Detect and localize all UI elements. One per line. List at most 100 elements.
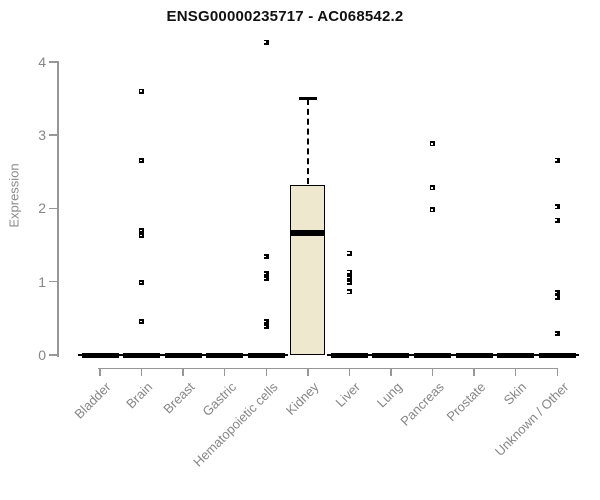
- upper-whisker: [306, 99, 309, 184]
- x-tick: [556, 368, 559, 376]
- y-tick-label: 2: [38, 200, 46, 217]
- y-tick: [49, 207, 57, 210]
- x-tick: [390, 368, 392, 376]
- outlier-point-notch: [347, 271, 350, 273]
- outlier-point-notch: [264, 325, 267, 328]
- outlier-point: [139, 227, 145, 233]
- outlier-point: [263, 39, 269, 45]
- outlier-point: [139, 318, 145, 324]
- outlier-point-notch: [555, 159, 558, 161]
- zero-box-median: [330, 352, 368, 358]
- outlier-point-notch: [264, 272, 267, 275]
- x-tick: [182, 368, 184, 376]
- outlier-point: [554, 204, 560, 210]
- outlier-point: [346, 250, 352, 256]
- x-tick-label: Skin: [501, 379, 530, 408]
- x-tick: [348, 368, 351, 376]
- outlier-point-notch: [139, 281, 142, 284]
- zero-box-median: [372, 352, 410, 358]
- outlier-point: [430, 207, 436, 213]
- outlier-point-notch: [555, 296, 558, 298]
- x-tick-label: Bladder: [71, 379, 114, 422]
- x-tick-label: Prostate: [443, 379, 489, 425]
- outlier-point: [554, 331, 560, 337]
- chart-title: ENSG00000235717 - AC068542.2: [166, 8, 404, 25]
- x-tick: [265, 368, 268, 376]
- y-tick: [49, 61, 57, 63]
- outlier-point: [554, 290, 560, 296]
- outlier-point: [430, 141, 436, 147]
- outlier-point-notch: [430, 209, 433, 211]
- outlier-point: [139, 233, 145, 239]
- zero-box-median: [455, 352, 493, 358]
- y-tick-label: 0: [38, 347, 46, 363]
- x-tick: [140, 368, 143, 376]
- outlier-point: [263, 323, 269, 329]
- zero-box-median: [206, 352, 244, 358]
- x-tick: [307, 368, 309, 376]
- outlier-point: [263, 276, 269, 282]
- x-axis-line: [98, 367, 558, 369]
- y-axis-line: [57, 61, 59, 357]
- outlier-point: [554, 157, 560, 163]
- zero-box-median: [414, 352, 452, 358]
- zero-box-median: [123, 352, 161, 358]
- x-tick: [514, 368, 517, 376]
- outlier-point-notch: [264, 320, 267, 322]
- outlier-point: [430, 185, 436, 191]
- outlier-point-notch: [264, 256, 267, 258]
- y-tick: [49, 134, 57, 136]
- outlier-point-notch: [430, 143, 433, 145]
- x-tick-label: Pancreas: [397, 379, 447, 429]
- outlier-point-notch: [264, 41, 267, 43]
- zero-box-median: [538, 352, 576, 358]
- zero-box-median: [497, 352, 535, 358]
- outlier-point-notch: [139, 90, 142, 92]
- outlier-point-notch: [139, 320, 142, 322]
- zero-box-median: [247, 352, 285, 358]
- x-tick-label: Lung: [373, 379, 405, 411]
- x-tick: [99, 368, 101, 376]
- x-tick: [431, 368, 434, 376]
- y-tick: [49, 354, 57, 356]
- box-body: [290, 184, 326, 355]
- x-tick: [473, 368, 475, 376]
- outlier-point: [139, 88, 145, 94]
- outlier-point-notch: [139, 234, 142, 237]
- x-tick-label: Gastric: [198, 379, 239, 420]
- x-tick-label: Brain: [123, 379, 156, 412]
- outlier-point: [554, 294, 560, 300]
- x-tick-label: Breast: [159, 379, 198, 417]
- outlier-point: [139, 158, 145, 164]
- outlier-point: [139, 279, 145, 285]
- y-tick-label: 4: [38, 53, 46, 70]
- outlier-point: [346, 274, 352, 280]
- zero-box-median: [81, 352, 119, 358]
- outlier-point-notch: [264, 278, 267, 280]
- outlier-point-notch: [139, 160, 142, 162]
- outlier-point-notch: [139, 229, 142, 232]
- outlier-point-notch: [555, 219, 558, 221]
- upper-whisker-cap: [298, 97, 317, 100]
- outlier-point-notch: [430, 187, 433, 189]
- outlier-point: [346, 269, 352, 275]
- outlier-point-notch: [555, 333, 558, 335]
- outlier-point: [554, 217, 560, 223]
- outlier-point-notch: [347, 252, 350, 254]
- y-tick-label: 1: [38, 273, 46, 290]
- x-tick-label: Kidney: [283, 379, 322, 419]
- y-tick: [49, 280, 57, 283]
- y-tick-label: 3: [38, 127, 46, 144]
- outlier-point-notch: [347, 291, 350, 293]
- outlier-point: [263, 271, 269, 277]
- x-tick: [223, 368, 226, 376]
- outlier-point-notch: [555, 291, 558, 294]
- outlier-point: [346, 279, 352, 285]
- outlier-point: [263, 318, 269, 324]
- median-line: [290, 230, 326, 237]
- outlier-point-notch: [555, 206, 558, 208]
- outlier-point: [263, 254, 269, 260]
- outlier-point: [346, 289, 352, 295]
